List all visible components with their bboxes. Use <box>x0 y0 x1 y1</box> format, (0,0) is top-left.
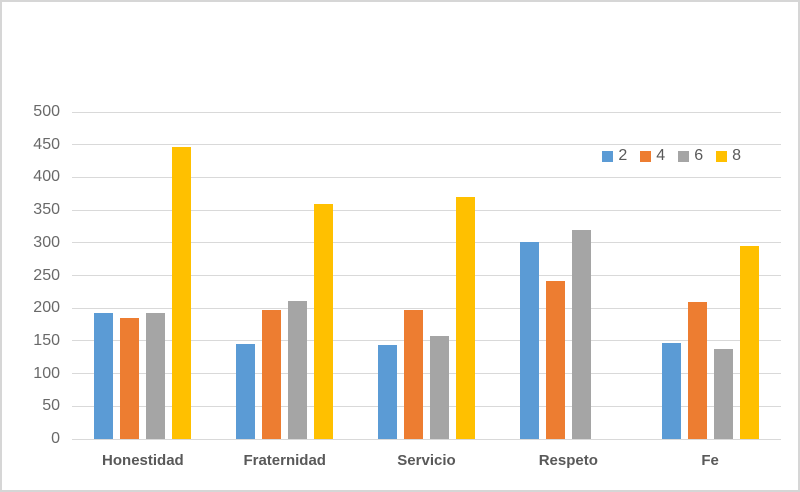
bar-series-4-respeto <box>545 281 565 439</box>
bar-series-4-honestidad <box>120 318 140 439</box>
plot-area <box>72 111 781 440</box>
legend-item-2: 2 <box>602 148 627 164</box>
bar-group <box>519 229 617 439</box>
y-axis-tick-label: 500 <box>33 103 60 120</box>
bar-series-2-fe <box>661 342 681 439</box>
bar-series-6-fraternidad <box>288 301 308 439</box>
legend-label: 8 <box>732 147 741 164</box>
y-axis-tick-label: 350 <box>33 201 60 219</box>
bar-series-6-fe <box>713 348 733 439</box>
bar-series-2-honestidad <box>94 312 114 439</box>
legend-label: 6 <box>694 147 704 164</box>
gridline <box>72 111 781 113</box>
bar-group <box>661 246 759 439</box>
x-axis: Honestidad Fraternidad Servicio Respeto Fe <box>72 452 781 478</box>
y-axis-tick-label: 150 <box>33 331 60 349</box>
y-axis-tick-label: 250 <box>33 266 60 284</box>
y-axis-tick-label: 100 <box>33 364 60 382</box>
bar-series-6-respeto <box>571 229 591 439</box>
legend-swatch-icon <box>678 150 690 162</box>
bar-group <box>94 146 192 439</box>
bar-series-6-servicio <box>430 335 449 439</box>
bar-series-2-servicio <box>378 345 397 439</box>
bar-group <box>378 197 475 439</box>
bar-series-8-honestidad <box>172 146 192 439</box>
x-axis-category-label: Fe <box>701 452 719 469</box>
bar-series-4-fe <box>687 301 707 439</box>
y-axis-tick-label: 300 <box>33 233 60 251</box>
legend-item-8: 8 <box>716 148 741 164</box>
y-axis-tick-label: 400 <box>33 168 60 186</box>
y-axis-tick-label: 450 <box>33 135 60 153</box>
gridline <box>72 144 781 146</box>
legend-label: 4 <box>656 147 666 164</box>
legend-swatch-icon <box>640 150 652 162</box>
x-axis-category-label: Honestidad <box>102 452 184 469</box>
bar-series-8-fraternidad <box>314 204 334 439</box>
legend-item-4: 4 <box>640 148 665 164</box>
bar-series-4-fraternidad <box>262 309 282 439</box>
bar-group <box>236 204 334 439</box>
bar-series-8-servicio <box>456 197 475 439</box>
legend-label: 2 <box>618 147 628 164</box>
bar-series-4-servicio <box>404 309 423 439</box>
legend-item-6: 6 <box>678 148 703 164</box>
y-axis-tick-label: 50 <box>42 397 60 415</box>
bar-series-6-honestidad <box>146 312 166 439</box>
y-axis-tick-label: 0 <box>51 430 60 447</box>
bar-series-2-fraternidad <box>236 344 256 439</box>
x-axis-category-label: Fraternidad <box>243 452 326 469</box>
legend: 2 4 6 8 <box>602 148 741 164</box>
x-axis-category-label: Servicio <box>397 452 456 469</box>
legend-swatch-icon <box>602 150 614 162</box>
x-axis-category-label: Respeto <box>538 452 598 469</box>
bar-series-8-fe <box>739 246 759 439</box>
legend-swatch-icon <box>716 150 728 162</box>
bar-series-2-respeto <box>519 241 539 439</box>
y-axis-tick-label: 200 <box>33 299 60 317</box>
